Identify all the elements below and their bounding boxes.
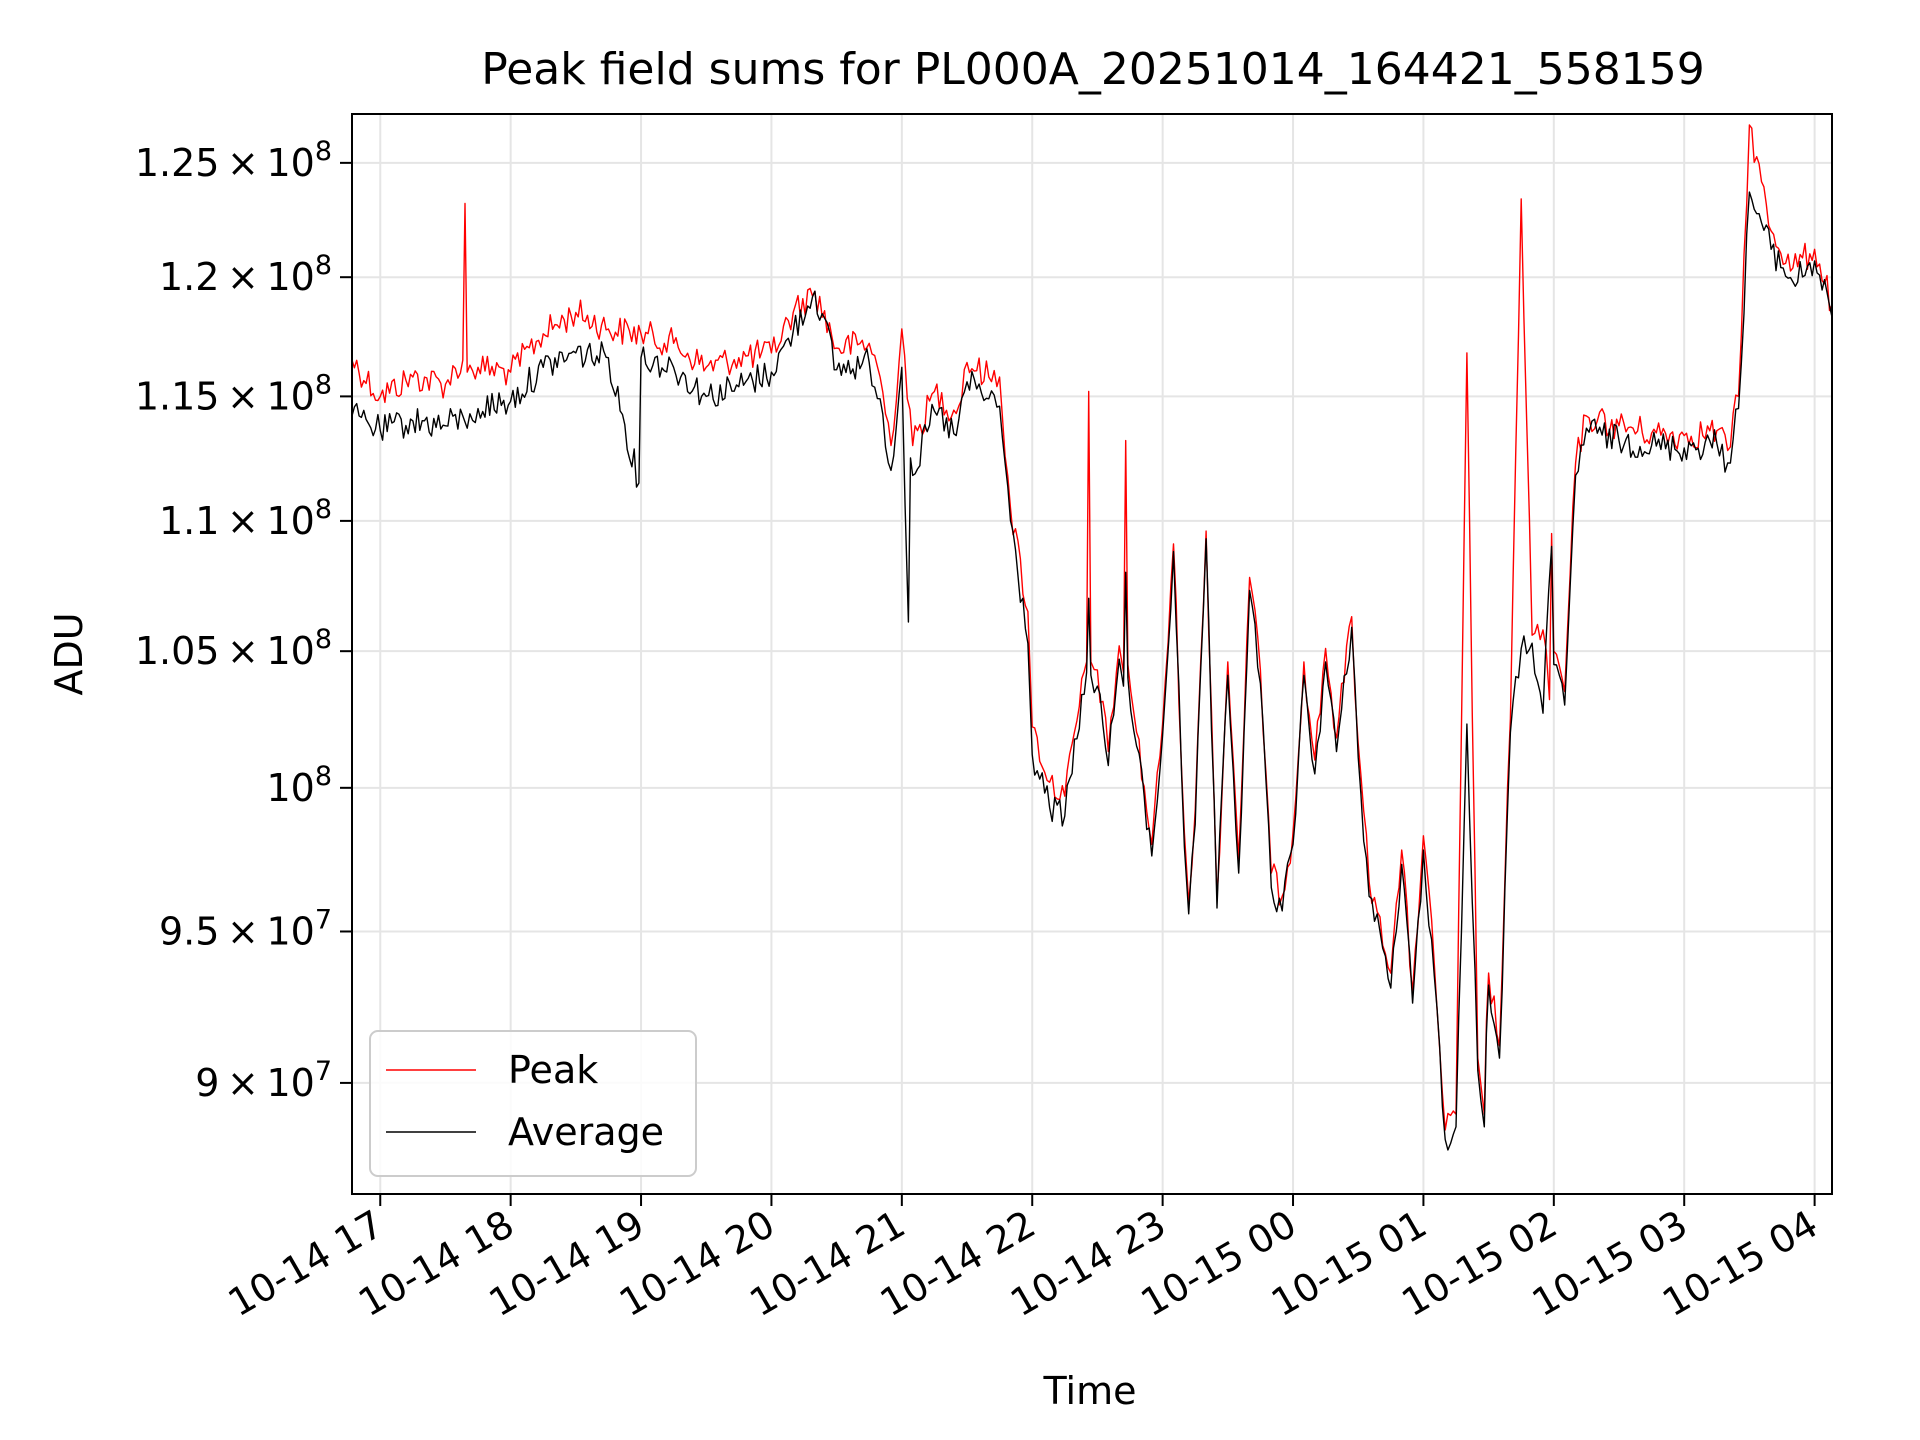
series-line-average	[351, 191, 1833, 1151]
y-tick-label: 1.1 × 108	[159, 494, 332, 543]
y-tick-label: 1.15 × 108	[135, 369, 332, 418]
y-axis-ticks: 9 × 107 9.5 × 107 108 1.05 × 108 1.1 × 108 1.…	[135, 136, 352, 1105]
legend: Peak Average	[369, 1030, 697, 1177]
y-tick-label: 9.5 × 107	[159, 904, 332, 953]
plot-frame	[351, 113, 1833, 1195]
y-tick-label: 108	[266, 761, 332, 810]
series-lines	[351, 124, 1833, 1151]
legend-label-peak: Peak	[508, 1048, 598, 1092]
series-line-peak	[351, 124, 1833, 1131]
y-tick-label: 1.2 × 108	[159, 250, 332, 299]
legend-label-average: Average	[508, 1110, 664, 1154]
y-axis-label: ADU	[47, 612, 91, 695]
y-tick-label: 9 × 107	[195, 1056, 332, 1105]
x-axis-label: Time	[1043, 1369, 1137, 1413]
chart-title: Peak field sums for PL000A_20251014_1644…	[481, 44, 1704, 95]
y-tick-label: 1.05 × 108	[135, 624, 332, 673]
y-tick-label: 1.25 × 108	[135, 136, 332, 185]
legend-box	[369, 1030, 697, 1177]
grid	[352, 114, 1832, 1194]
